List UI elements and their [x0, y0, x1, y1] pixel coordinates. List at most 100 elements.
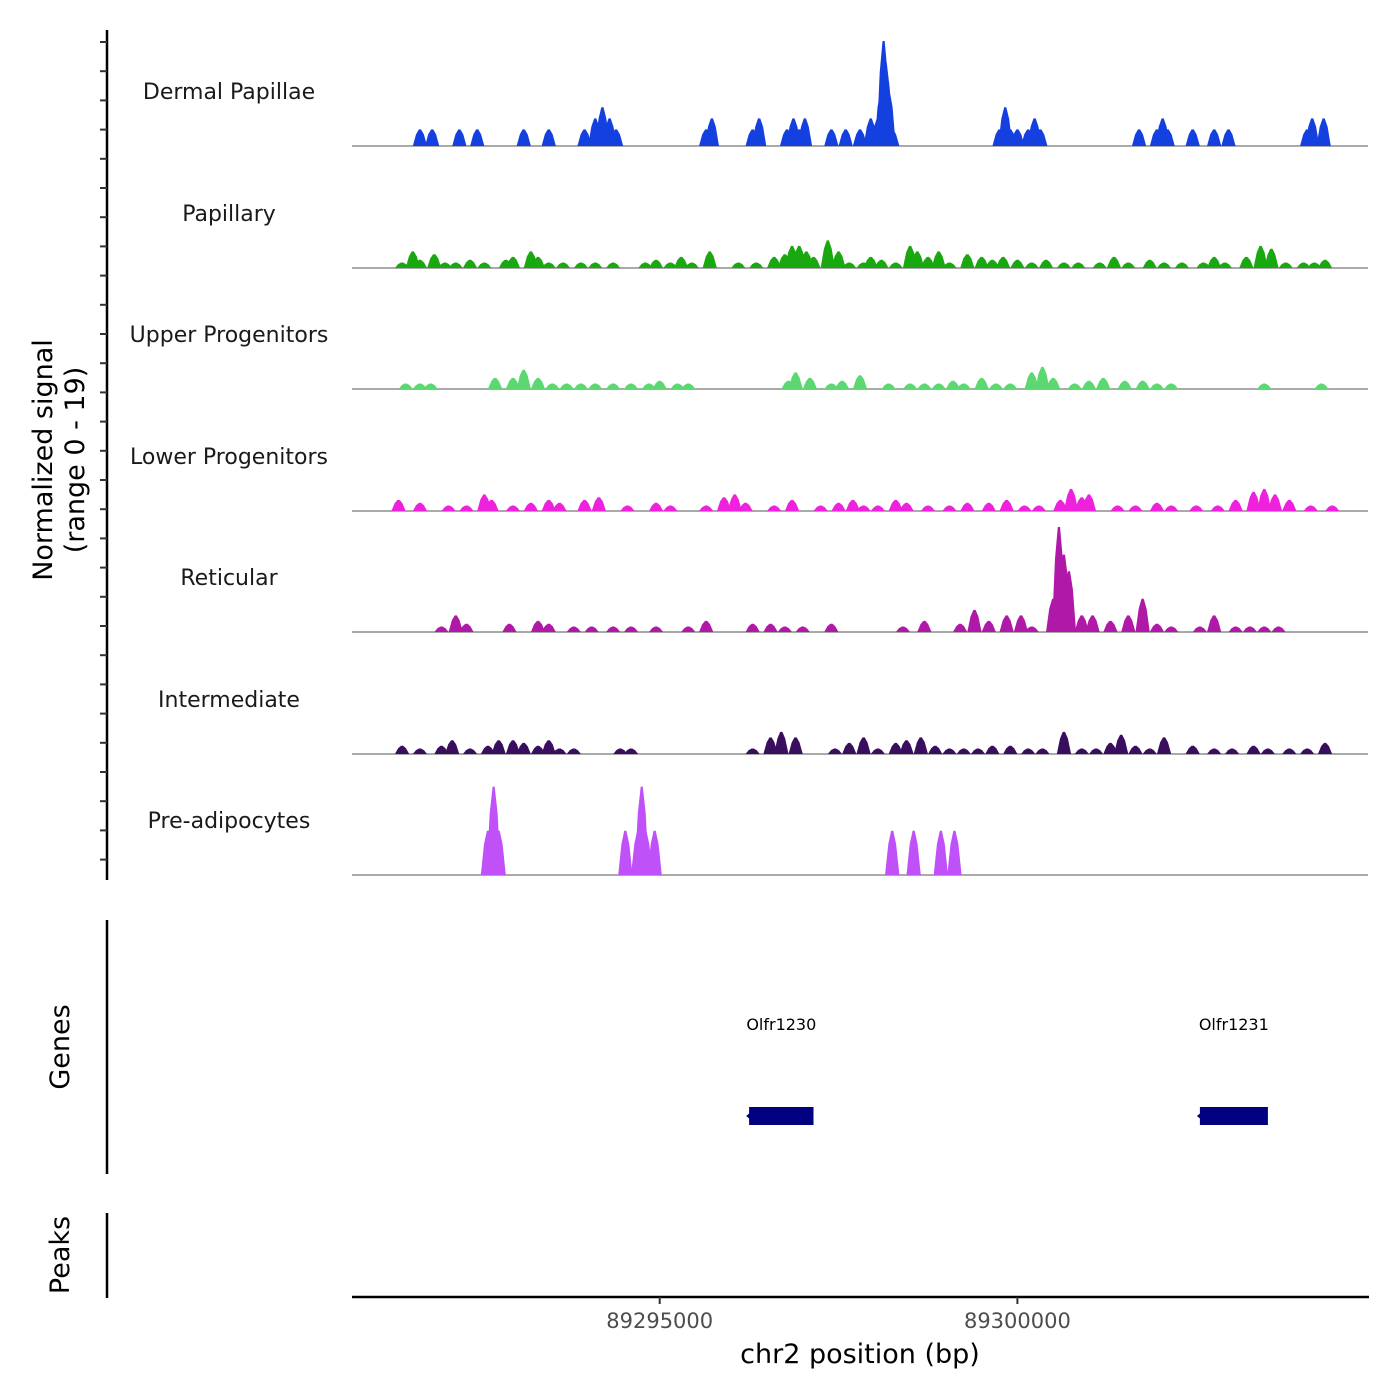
signal-peak: [1189, 505, 1204, 511]
signal-peak: [1156, 737, 1172, 754]
signal-peak: [917, 383, 932, 389]
signal-peak: [885, 129, 900, 146]
track-pre-adipocytes: Pre-adipocytes: [148, 786, 1368, 876]
signal-peak: [606, 262, 621, 268]
signal-peak: [1228, 499, 1243, 511]
signal-peak: [888, 499, 903, 511]
signal-peak: [763, 623, 778, 632]
signal-peak: [480, 745, 496, 754]
track-lower-progenitors: Lower Progenitors: [130, 445, 1368, 512]
signal-peak: [1063, 488, 1079, 511]
gene-exon: [1199, 1107, 1268, 1125]
signal-peak: [899, 502, 914, 511]
signal-peak: [1260, 748, 1275, 754]
signal-peak: [1010, 129, 1025, 146]
signal-peak: [394, 745, 410, 754]
signal-peak: [1024, 262, 1039, 268]
signal-peak: [491, 830, 506, 875]
signal-peak: [835, 380, 850, 389]
signal-peak: [566, 748, 581, 754]
signal-peak: [842, 262, 857, 268]
signal-peak: [425, 129, 440, 146]
signal-peak: [1207, 615, 1222, 632]
signal-peak: [566, 626, 581, 632]
signal-peak: [1053, 499, 1068, 511]
signal-peak: [1164, 626, 1179, 632]
signal-peak: [1071, 262, 1086, 268]
x-axis-ticks: 89295000 89300000: [606, 1297, 1071, 1333]
x-tick-label: 89300000: [964, 1309, 1071, 1333]
signal-peak: [942, 505, 957, 511]
signal-peak: [618, 830, 633, 875]
signal-peak: [1010, 259, 1025, 268]
signal-peak: [1024, 626, 1039, 632]
signal-peak: [516, 742, 531, 754]
y-axis-title-line2: (range 0 - 19): [60, 367, 91, 554]
signal-peak: [856, 737, 871, 754]
signal-peak: [777, 626, 792, 632]
signal-peak: [530, 377, 546, 389]
signal-peak: [1081, 380, 1097, 389]
signal-peak: [523, 502, 538, 511]
signal-peak: [1239, 256, 1254, 268]
signal-peak: [530, 620, 546, 632]
signal-peak: [1106, 256, 1122, 268]
signal-peak: [1035, 748, 1050, 754]
signal-peak: [648, 626, 664, 632]
signal-peak: [1096, 377, 1111, 389]
signal-peak: [881, 383, 896, 389]
signal-peak: [505, 256, 521, 268]
signal-peak: [931, 251, 946, 268]
signal-peak: [1135, 380, 1150, 389]
signal-peak: [638, 262, 653, 268]
signal-peak: [1242, 626, 1258, 632]
signal-peak: [674, 256, 689, 268]
signal-peak: [623, 383, 639, 389]
signal-tracks: Dermal Papillae Papillary Upper Progenitor…: [130, 41, 1368, 876]
signal-peak: [530, 745, 546, 754]
track-label: Papillary: [182, 202, 276, 227]
signal-y-axis: [100, 30, 109, 880]
signal-peak: [802, 377, 818, 389]
signal-peak: [1121, 615, 1136, 632]
signal-peak: [831, 502, 846, 511]
signal-peak: [1278, 262, 1293, 268]
signal-peak: [1081, 494, 1097, 511]
signal-peak: [974, 256, 989, 268]
signal-peak: [931, 383, 946, 389]
signal-peak: [888, 742, 903, 754]
signal-peak: [945, 380, 961, 389]
signal-peak: [1003, 383, 1018, 389]
y-axis-title-line1: Normalized signal: [28, 339, 59, 581]
signal-peak: [477, 262, 492, 268]
signal-peak: [902, 383, 918, 389]
track-papillary: Papillary: [182, 202, 1368, 269]
signal-peak: [641, 383, 657, 389]
signal-peak: [1246, 491, 1261, 511]
signal-peak: [412, 748, 428, 754]
signal-peak: [913, 737, 928, 754]
track-reticular: Reticular: [180, 527, 1368, 633]
signal-peak: [795, 626, 810, 632]
x-axis-title: chr2 position (bp): [740, 1339, 980, 1370]
signal-peak: [749, 262, 764, 268]
signal-peak: [462, 259, 478, 268]
signal-peak: [445, 740, 460, 754]
signal-peak: [1117, 380, 1132, 389]
signal-peak: [985, 745, 1000, 754]
signal-peak: [1128, 745, 1143, 754]
signal-peak: [1317, 742, 1333, 754]
signal-peak: [1221, 129, 1236, 146]
signal-peak: [608, 129, 624, 146]
signal-peak: [824, 129, 839, 146]
signal-peak: [541, 740, 556, 754]
signal-peak: [684, 262, 699, 268]
signal-peak: [797, 118, 813, 146]
signal-peak: [1271, 626, 1286, 632]
signal-peak: [606, 626, 621, 632]
signal-peak: [856, 505, 871, 511]
signal-peak: [870, 748, 885, 754]
gene-label: Olfr1230: [746, 1015, 816, 1034]
signal-peak: [995, 256, 1011, 268]
signal-peak: [459, 623, 474, 632]
